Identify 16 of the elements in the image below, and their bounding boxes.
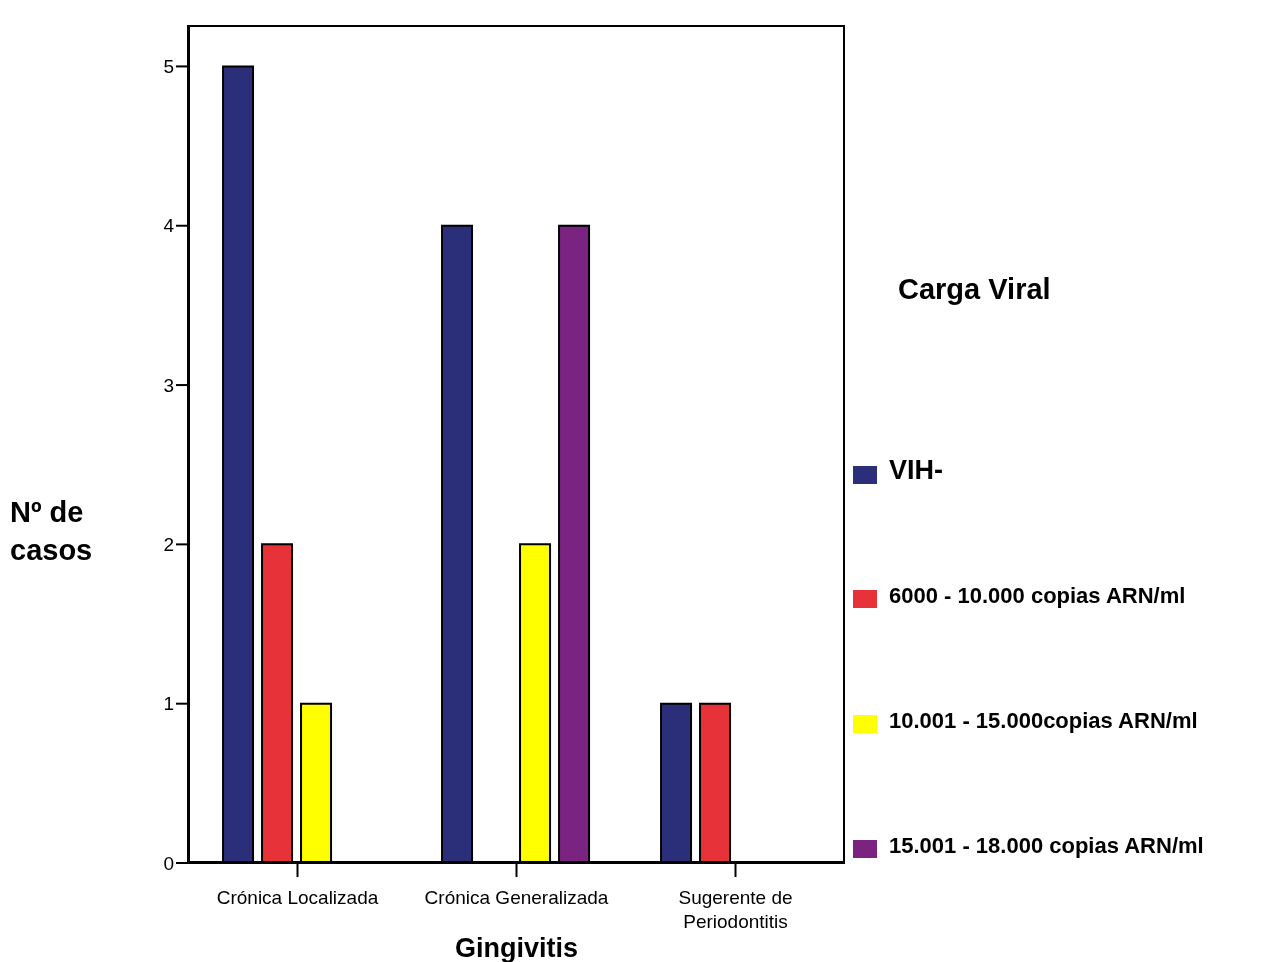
y-tick-label: 4 xyxy=(163,215,175,237)
legend-label: 10.001 - 15.000copias ARN/ml xyxy=(889,707,1198,735)
y-tick-label: 2 xyxy=(163,534,174,556)
x-tick-label: Crónica Localizada xyxy=(216,887,379,908)
legend-label: 15.001 - 18.000 copias ARN/ml xyxy=(889,832,1204,860)
y-tick-label: 5 xyxy=(163,56,174,78)
y-tick-label: 1 xyxy=(163,693,174,715)
legend-title: Carga Viral xyxy=(898,273,1051,306)
legend-label: VIH- xyxy=(889,454,943,487)
legend-label: 6000 - 10.000 copias ARN/ml xyxy=(889,582,1186,610)
y-tick-label: 0 xyxy=(163,852,174,874)
x-axis-title: Gingivitis xyxy=(454,933,579,962)
x-tick-label: Sugerente de Periodontitis xyxy=(678,887,793,932)
y-tick-label: 3 xyxy=(163,374,174,396)
x-tick-label: Crónica Generalizada xyxy=(424,887,609,908)
y-axis-title: Nº de casos xyxy=(10,495,93,568)
